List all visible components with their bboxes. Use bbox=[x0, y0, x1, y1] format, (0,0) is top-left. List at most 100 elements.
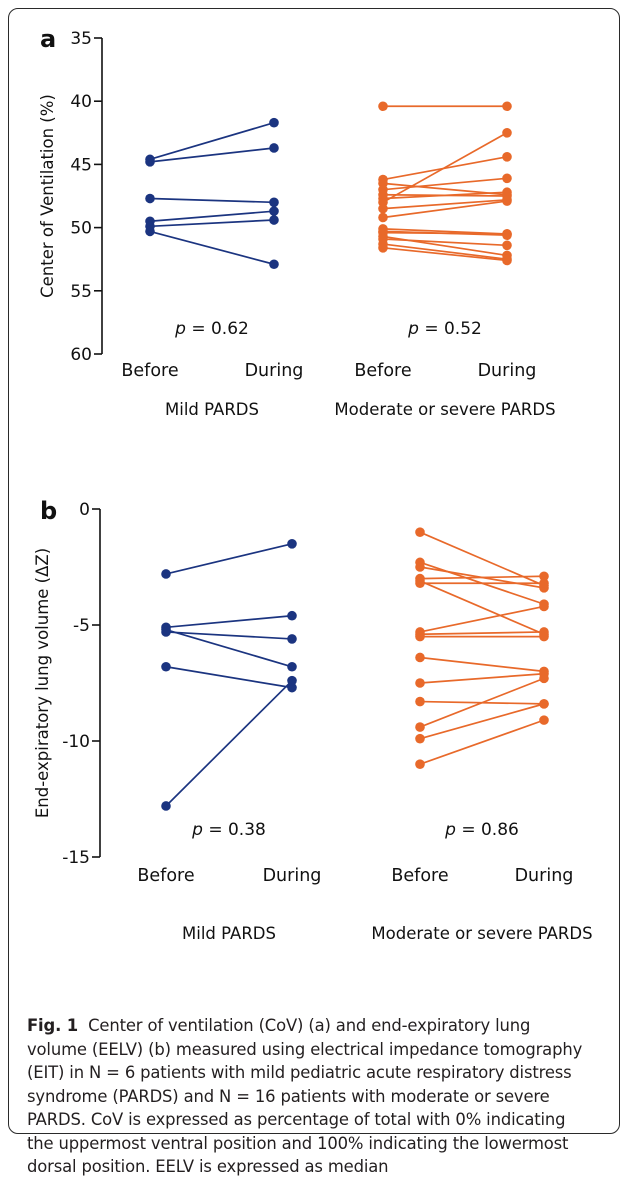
point-during bbox=[539, 571, 549, 582]
pair-line bbox=[419, 605, 545, 633]
pair-line bbox=[419, 656, 545, 673]
point-during bbox=[539, 699, 549, 709]
x-tick-label-before: Before bbox=[137, 866, 194, 886]
x-tick-label-during: During bbox=[263, 866, 322, 886]
caption-line-1: Fig. 1 Center of ventilation (CoV) (a) a… bbox=[27, 1014, 612, 1038]
y-tick-label: 50 bbox=[70, 219, 92, 239]
point-before bbox=[415, 678, 425, 688]
p-value-label: p = 0.86 bbox=[444, 820, 519, 840]
figure-caption: Fig. 1 Center of ventilation (CoV) (a) a… bbox=[27, 1014, 612, 1179]
point-before bbox=[415, 722, 425, 732]
point-during bbox=[287, 610, 297, 621]
y-axis-title: End-expiratory lung volume (ΔZ) bbox=[33, 548, 52, 818]
point-before bbox=[161, 569, 171, 579]
x-tick-label-before: Before bbox=[391, 866, 448, 886]
point-during bbox=[287, 634, 297, 644]
pair-line bbox=[382, 238, 508, 247]
group-label: Moderate or severe PARDS bbox=[334, 400, 555, 419]
point-during bbox=[269, 143, 279, 153]
caption-line-2: volume (EELV) (b) measured using electri… bbox=[27, 1039, 583, 1059]
point-before bbox=[415, 562, 425, 572]
pair-line bbox=[382, 200, 508, 219]
y-tick-label: 60 bbox=[70, 345, 92, 365]
pair-line bbox=[165, 628, 293, 668]
pair-line bbox=[149, 121, 275, 161]
pair-line bbox=[382, 132, 508, 204]
y-tick-label: 0 bbox=[79, 500, 90, 520]
point-before bbox=[415, 696, 425, 707]
point-during bbox=[502, 173, 512, 184]
point-during bbox=[502, 101, 512, 112]
figure-svg: a 35 40 45 50 55 60 Center of Ventilation (%) Be… bbox=[33, 25, 593, 943]
point-during bbox=[539, 631, 549, 642]
point-during bbox=[287, 539, 297, 549]
point-before bbox=[415, 733, 425, 744]
point-during bbox=[539, 715, 549, 725]
point-during bbox=[502, 229, 512, 239]
panel-label-a: a bbox=[40, 25, 56, 53]
point-during bbox=[287, 661, 297, 672]
pair-line bbox=[382, 191, 508, 200]
pair-line bbox=[149, 210, 275, 223]
pair-line bbox=[165, 542, 293, 575]
pair-line bbox=[419, 677, 545, 728]
pair-line bbox=[382, 246, 508, 262]
figure-frame bbox=[8, 8, 620, 1134]
x-tick-label-during: During bbox=[515, 866, 574, 886]
pair-line bbox=[419, 575, 545, 580]
y-tick-label: 35 bbox=[70, 29, 92, 49]
point-during bbox=[287, 675, 297, 686]
pair-line bbox=[382, 243, 508, 261]
point-before bbox=[415, 652, 425, 663]
point-before bbox=[378, 101, 388, 112]
point-before bbox=[145, 193, 155, 204]
pair-line bbox=[382, 177, 508, 191]
y-tick-label: 40 bbox=[70, 92, 92, 112]
group-label: Moderate or severe PARDS bbox=[371, 924, 592, 943]
pair-line bbox=[419, 719, 545, 766]
x-tick-label-during: During bbox=[245, 361, 304, 381]
pair-line bbox=[419, 580, 545, 636]
x-tick-label-during: During bbox=[478, 361, 537, 381]
point-before bbox=[415, 631, 425, 642]
point-before bbox=[161, 661, 171, 672]
point-before bbox=[378, 203, 388, 214]
y-tick-label: -5 bbox=[73, 616, 90, 636]
pair-line bbox=[419, 703, 545, 740]
pair-line bbox=[149, 219, 275, 228]
point-during bbox=[502, 128, 512, 138]
point-during bbox=[502, 196, 512, 206]
point-before bbox=[145, 226, 155, 237]
pair-line bbox=[149, 147, 275, 163]
caption-line-6: the uppermost ventral position and 100% … bbox=[27, 1133, 569, 1153]
point-during bbox=[502, 240, 512, 251]
caption-line-1-text: Center of ventilation (CoV) (a) and end-… bbox=[88, 1016, 531, 1035]
caption-line-5: PARDS. CoV is expressed as percentage of… bbox=[27, 1110, 566, 1129]
point-during bbox=[269, 206, 279, 216]
y-axis-title: Center of Ventilation (%) bbox=[38, 94, 57, 298]
point-before bbox=[415, 759, 425, 769]
panel-label-b: b bbox=[40, 497, 57, 525]
y-tick-label: 45 bbox=[70, 155, 92, 175]
point-before bbox=[161, 801, 171, 811]
point-during bbox=[269, 117, 279, 128]
group-label: Mild PARDS bbox=[165, 400, 259, 419]
point-during bbox=[539, 578, 549, 589]
point-during bbox=[502, 152, 512, 162]
point-during bbox=[502, 187, 512, 198]
point-before bbox=[145, 157, 155, 167]
pair-line bbox=[419, 672, 545, 684]
point-before bbox=[378, 212, 388, 223]
pair-line bbox=[149, 230, 275, 266]
point-during bbox=[502, 255, 512, 266]
x-tick-label-before: Before bbox=[121, 361, 178, 381]
p-value-label: p = 0.62 bbox=[174, 319, 249, 339]
point-during bbox=[269, 197, 279, 208]
y-tick-label: 55 bbox=[70, 282, 92, 302]
caption-line-4: syndrome (PARDS) and N = 16 patients wit… bbox=[27, 1086, 550, 1106]
point-during bbox=[269, 215, 279, 225]
pair-line bbox=[382, 231, 508, 235]
x-tick-label-before: Before bbox=[354, 361, 411, 381]
caption-fig-label: Fig. 1 bbox=[27, 1016, 78, 1035]
pair-line bbox=[165, 665, 293, 689]
